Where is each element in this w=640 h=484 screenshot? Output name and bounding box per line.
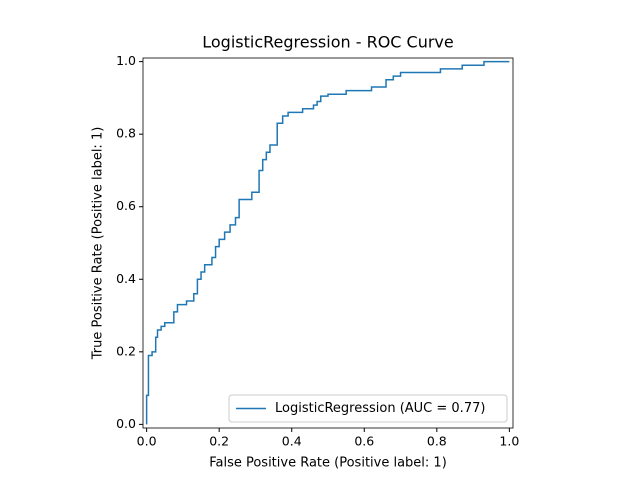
plot-frame [142, 57, 514, 429]
y-tick-label: 0.6 [116, 198, 136, 213]
y-tick-label: 0.8 [116, 126, 136, 141]
x-axis-label: False Positive Rate (Positive label: 1) [209, 456, 447, 471]
y-tick-label: 1.0 [116, 53, 136, 68]
x-tick-label: 0.6 [354, 434, 374, 449]
chart-title: LogisticRegression - ROC Curve [202, 33, 454, 52]
y-tick-label: 0.4 [116, 271, 136, 286]
x-tick-label: 0.2 [209, 434, 229, 449]
x-tick-label: 1.0 [499, 434, 519, 449]
x-tick-label: 0.4 [282, 434, 302, 449]
y-tick-label: 0.0 [116, 416, 136, 431]
y-tick-label: 0.2 [116, 343, 136, 358]
legend-label: LogisticRegression (AUC = 0.77) [275, 401, 485, 416]
x-tick-label: 0.0 [137, 434, 157, 449]
roc-line [145, 60, 510, 425]
y-axis-label: True Positive Rate (Positive label: 1) [91, 127, 106, 361]
x-tick-label: 0.8 [427, 434, 447, 449]
legend-box [228, 394, 508, 423]
